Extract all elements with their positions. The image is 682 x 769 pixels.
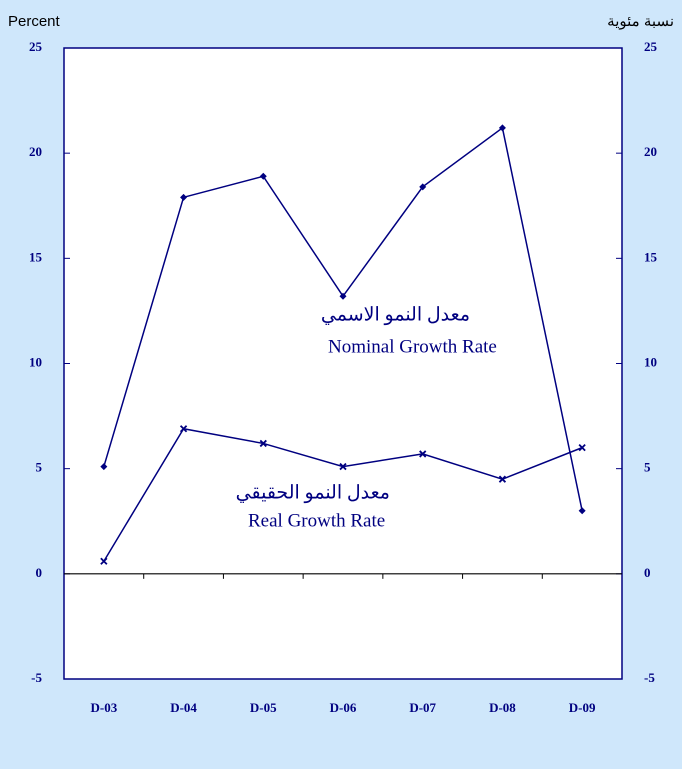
y2-tick-label: 25 bbox=[644, 39, 658, 54]
marker bbox=[339, 292, 347, 300]
marker bbox=[180, 193, 188, 201]
x-tick-label: D-08 bbox=[489, 700, 516, 715]
marker bbox=[578, 507, 586, 515]
y-axis-label: Percent bbox=[8, 13, 61, 30]
y-tick-label: 0 bbox=[36, 565, 43, 580]
y2-tick-label: 5 bbox=[644, 460, 651, 475]
y-tick-label: 5 bbox=[36, 460, 43, 475]
marker bbox=[419, 450, 427, 458]
plot-area bbox=[63, 47, 623, 680]
marker bbox=[179, 425, 188, 433]
x-tick-label: D-05 bbox=[250, 700, 277, 715]
y-tick-label: 15 bbox=[29, 249, 43, 264]
x-tick-label: D-06 bbox=[330, 700, 357, 715]
y2-axis-label: نسبة مئوية bbox=[607, 13, 674, 30]
y2-tick-label: 15 bbox=[644, 249, 658, 264]
marker bbox=[259, 439, 267, 448]
y-tick-label: 20 bbox=[29, 144, 42, 159]
marker bbox=[498, 124, 506, 132]
y-tick-label: -5 bbox=[31, 670, 42, 685]
marker bbox=[100, 557, 108, 565]
annotation: Nominal Growth Rate bbox=[328, 336, 497, 357]
marker bbox=[100, 463, 108, 471]
annotation: معدل النمو الحقيقي bbox=[236, 482, 390, 503]
marker bbox=[498, 475, 507, 483]
x-tick-label: D-04 bbox=[170, 700, 197, 715]
y-tick-label: 25 bbox=[29, 39, 43, 54]
marker bbox=[419, 183, 427, 191]
y2-tick-label: 0 bbox=[644, 565, 651, 580]
marker bbox=[339, 462, 347, 471]
y2-tick-label: 20 bbox=[644, 144, 657, 159]
x-tick-label: D-09 bbox=[569, 700, 596, 715]
y2-tick-label: -5 bbox=[644, 670, 655, 685]
annotation: Real Growth Rate bbox=[248, 510, 385, 531]
x-tick-label: D-07 bbox=[409, 700, 436, 715]
marker bbox=[578, 443, 586, 452]
y2-tick-label: 10 bbox=[644, 354, 657, 369]
y-tick-label: 10 bbox=[29, 354, 42, 369]
x-tick-label: D-03 bbox=[90, 700, 117, 715]
annotation: معدل النمو الاسمي bbox=[321, 304, 470, 325]
marker bbox=[259, 172, 267, 180]
